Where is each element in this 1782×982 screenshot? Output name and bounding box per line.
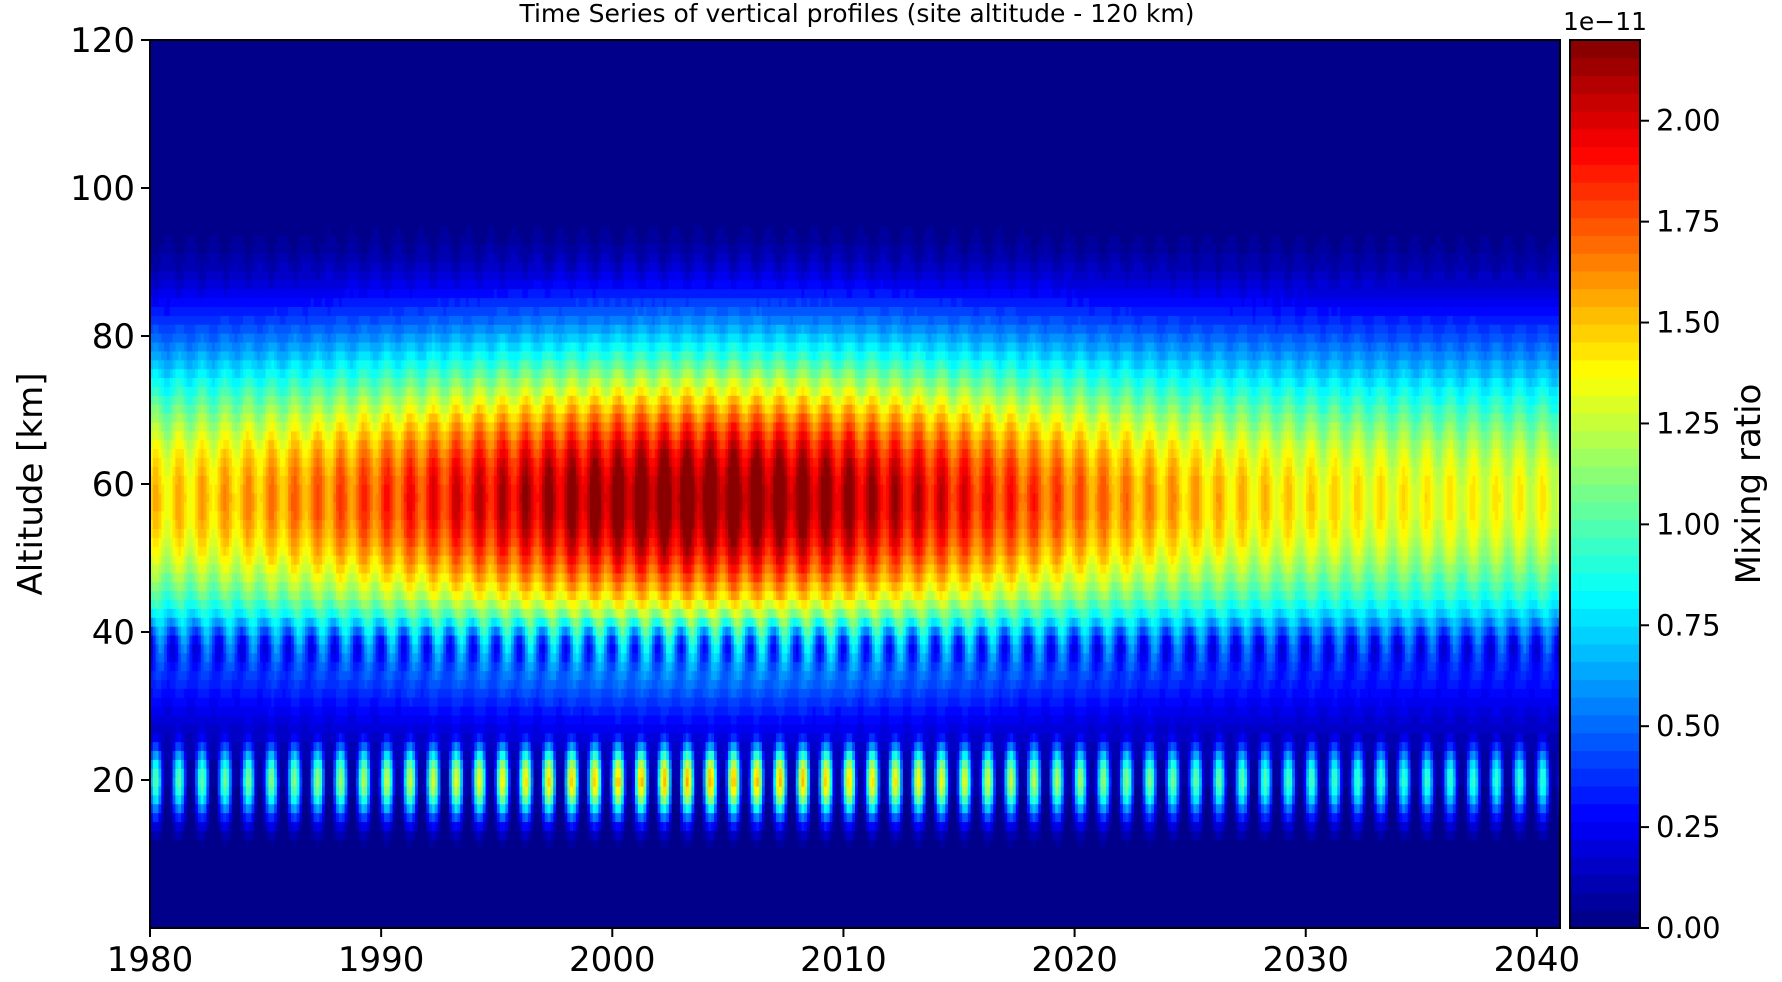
heatmap-cells: [150, 40, 1561, 929]
chart-title: Time Series of vertical profiles (site a…: [518, 0, 1194, 28]
